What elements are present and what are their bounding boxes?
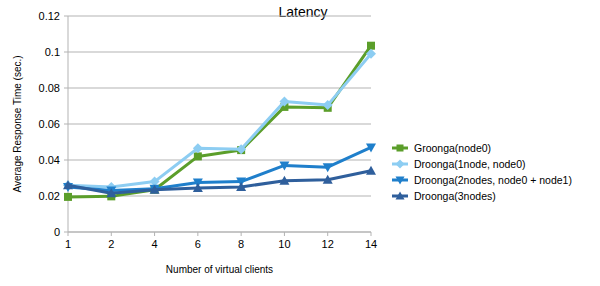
y-axis-title: Average Response Time (sec.) bbox=[12, 55, 23, 192]
chart: Latency00.020.040.060.080.10.12124681012… bbox=[0, 0, 600, 286]
title: Latency bbox=[278, 4, 327, 20]
series-marker bbox=[194, 152, 202, 160]
legend-label: Droonga(3nodes) bbox=[414, 190, 496, 202]
series-marker bbox=[63, 180, 73, 189]
series-marker bbox=[323, 175, 333, 184]
x-tick-label: 14 bbox=[365, 238, 377, 250]
grid-line bbox=[68, 88, 371, 89]
y-tick-label: 0.06 bbox=[39, 118, 60, 130]
legend-marker bbox=[397, 145, 404, 152]
x-axis bbox=[68, 232, 371, 233]
x-tick bbox=[371, 232, 372, 236]
series-marker bbox=[193, 143, 203, 153]
x-tick bbox=[284, 232, 285, 236]
x-tick-label: 6 bbox=[195, 238, 201, 250]
x-tick-label: 1 bbox=[65, 238, 71, 250]
series-marker bbox=[193, 183, 203, 192]
y-tick-label: 0.08 bbox=[39, 82, 60, 94]
x-tick bbox=[241, 232, 242, 236]
series-line bbox=[68, 171, 371, 194]
x-tick-label: 12 bbox=[322, 238, 334, 250]
legend-marker bbox=[396, 177, 405, 185]
series-marker bbox=[236, 144, 246, 154]
x-axis-title: Number of virtual clients bbox=[166, 264, 273, 275]
grid-line bbox=[68, 52, 371, 53]
series-marker bbox=[106, 188, 116, 197]
legend: Groonga(node0) Droonga(1node, node0) Droon… bbox=[392, 142, 572, 202]
y-tick-label: 0.04 bbox=[39, 154, 60, 166]
series-marker bbox=[150, 185, 160, 194]
series-line bbox=[68, 54, 371, 187]
x-tick bbox=[68, 232, 69, 236]
y-tick bbox=[64, 232, 68, 233]
legend-marker bbox=[396, 160, 405, 169]
y-tick bbox=[64, 124, 68, 125]
grid-line bbox=[68, 16, 371, 17]
series-marker bbox=[64, 193, 72, 201]
grid-line bbox=[68, 232, 371, 233]
y-tick bbox=[64, 16, 68, 17]
x-tick-label: 4 bbox=[152, 238, 158, 250]
series-marker bbox=[323, 163, 333, 172]
series-marker bbox=[279, 97, 289, 107]
y-tick bbox=[64, 160, 68, 161]
grid-line bbox=[68, 124, 371, 125]
series-marker bbox=[366, 166, 376, 175]
grid-line bbox=[68, 160, 371, 161]
legend-label: Groonga(node0) bbox=[414, 142, 491, 154]
series-marker bbox=[366, 143, 376, 152]
x-tick-label: 2 bbox=[108, 238, 114, 250]
legend-label: Droonga(1node, node0) bbox=[414, 158, 526, 170]
legend-marker bbox=[396, 192, 405, 200]
x-tick bbox=[327, 232, 328, 236]
y-tick-label: 0 bbox=[54, 226, 60, 238]
y-tick-label: 0.02 bbox=[39, 190, 60, 202]
x-tick bbox=[197, 232, 198, 236]
x-tick-label: 8 bbox=[238, 238, 244, 250]
series-marker bbox=[323, 100, 333, 110]
y-tick bbox=[64, 52, 68, 53]
y-tick bbox=[64, 88, 68, 89]
series-marker bbox=[279, 176, 289, 185]
series-line bbox=[68, 46, 371, 197]
series-marker bbox=[366, 49, 376, 59]
x-tick bbox=[154, 232, 155, 236]
series-line bbox=[68, 147, 371, 190]
plot-area bbox=[63, 42, 376, 201]
series-marker bbox=[279, 161, 289, 170]
y-tick-label: 0.1 bbox=[45, 46, 60, 58]
y-tick-label: 0.12 bbox=[39, 10, 60, 22]
x-tick-label: 10 bbox=[278, 238, 290, 250]
x-tick bbox=[111, 232, 112, 236]
series-marker bbox=[236, 182, 246, 191]
series-marker bbox=[367, 42, 375, 50]
legend-label: Droonga(2nodes, node0 + node1) bbox=[414, 174, 572, 186]
